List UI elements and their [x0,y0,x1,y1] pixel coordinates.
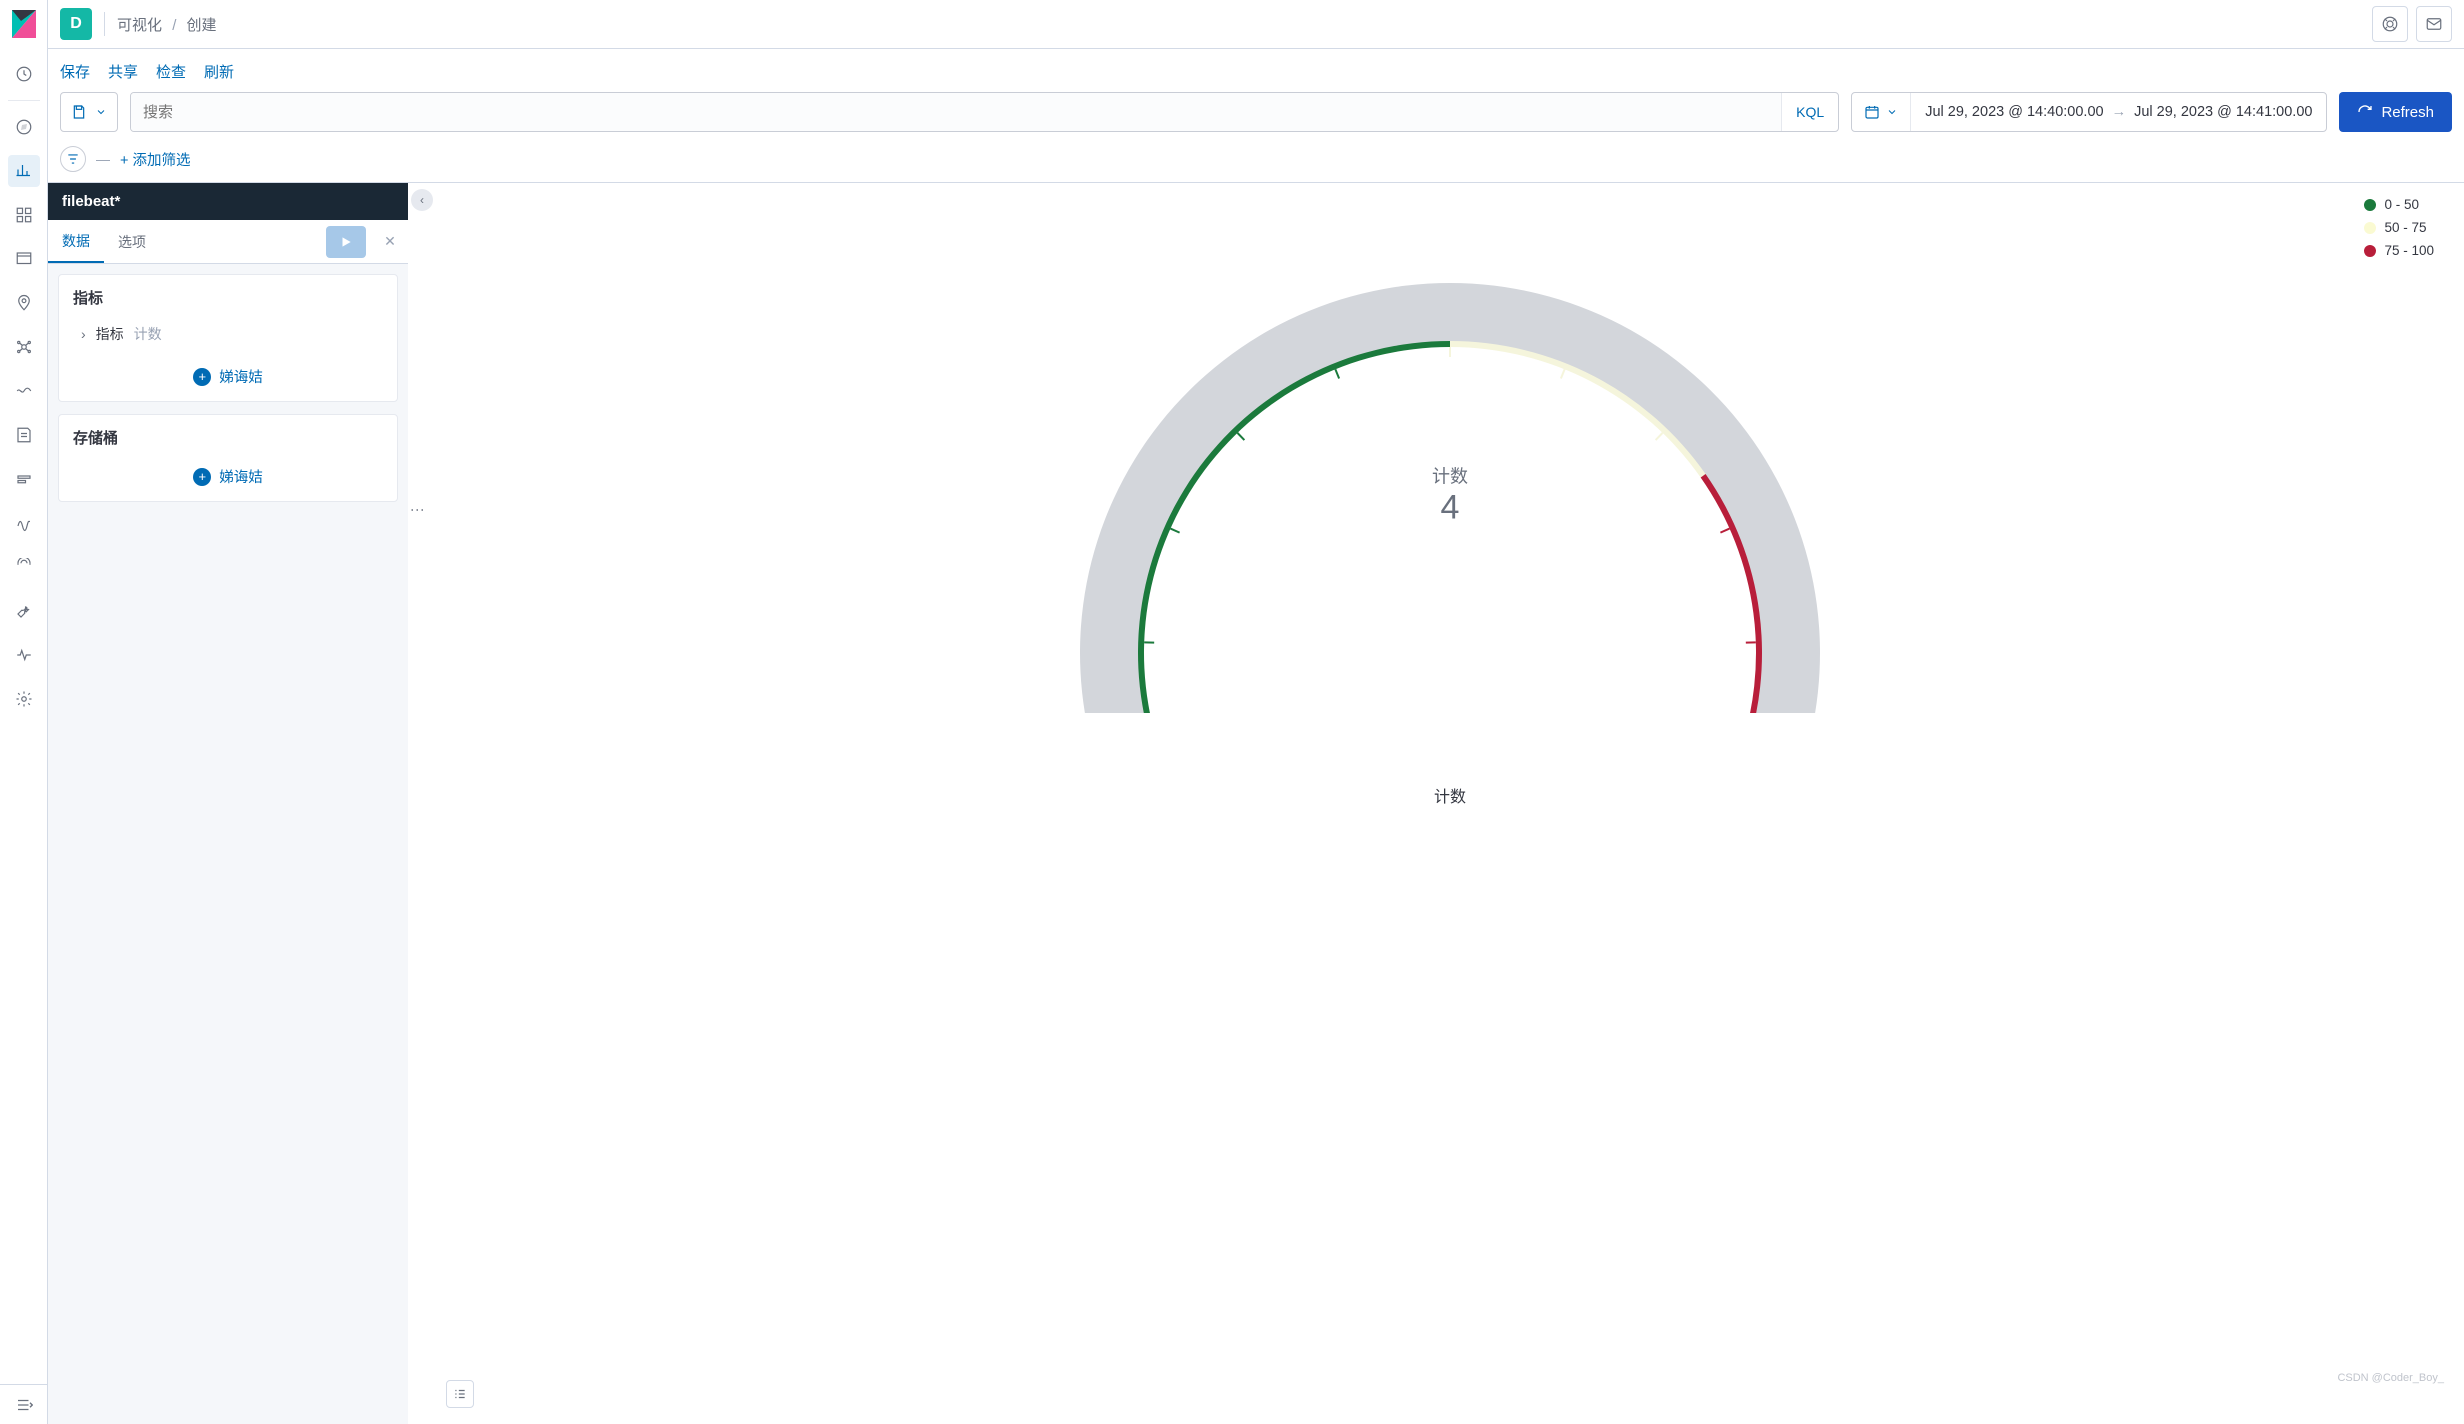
tab-data[interactable]: 数据 [48,220,104,263]
tab-options[interactable]: 选项 [104,220,160,263]
plus-circle-icon: + [193,368,211,386]
gauge-center-label: 计数 [1432,462,1468,488]
filter-options-icon[interactable] [60,146,86,172]
management-icon[interactable] [8,683,40,715]
date-range[interactable]: Jul 29, 2023 @ 14:40:00.00 → Jul 29, 202… [1911,93,2326,131]
metrics-icon[interactable] [8,375,40,407]
side-navigation [0,0,48,1424]
buckets-card: 存储桶 + 娣诲姞 [58,414,398,502]
date-from: Jul 29, 2023 @ 14:40:00.00 [1925,104,2103,120]
refresh-button[interactable]: Refresh [2339,92,2452,132]
panel-options-icon[interactable]: ⋮ [410,503,426,519]
dashboard-icon[interactable] [8,199,40,231]
ml-icon[interactable] [8,331,40,363]
legend-item[interactable]: 0 - 50 [2364,197,2434,212]
maps-icon[interactable] [8,287,40,319]
metrics-card: 指标 › 指标 计数 + 娣诲姞 [58,274,398,402]
apply-changes-button[interactable] [326,226,366,258]
space-badge[interactable]: D [60,8,92,40]
inspect-link[interactable]: 检查 [156,61,186,82]
newsfeed-icon[interactable] [2416,6,2452,42]
config-panel: filebeat* 数据 选项 ✕ 指标 › 指标 计数 [48,183,408,1424]
plus-circle-icon: + [193,468,211,486]
gauge-center-value: 4 [1432,488,1468,527]
uptime-icon[interactable] [8,507,40,539]
help-icon[interactable] [2372,6,2408,42]
metrics-title: 指标 [59,275,397,316]
visualization-area: ⋮ 计数 4 计数 0 - 5050 - 7575 - 100 CSDN @Co… [436,183,2464,1424]
watermark: CSDN @Coder_Boy_ [2337,1372,2444,1384]
recent-icon[interactable] [8,58,40,90]
add-filter-button[interactable]: + 添加筛选 [120,149,191,170]
visualize-icon[interactable] [8,155,40,187]
legend-item[interactable]: 75 - 100 [2364,243,2434,258]
search-input[interactable] [131,93,1781,131]
canvas-icon[interactable] [8,243,40,275]
saved-query-button[interactable] [60,92,118,132]
siem-icon[interactable] [8,551,40,583]
legend-toggle-icon[interactable] [446,1380,474,1408]
top-header: D 可视化 / 创建 [48,0,2464,49]
discard-changes-icon[interactable]: ✕ [372,224,408,260]
monitoring-icon[interactable] [8,639,40,671]
date-to: Jul 29, 2023 @ 14:41:00.00 [2134,104,2312,120]
index-pattern-title: filebeat* [48,183,408,220]
add-bucket-button[interactable]: + 娣诲姞 [59,456,397,501]
discover-icon[interactable] [8,111,40,143]
add-metric-button[interactable]: + 娣诲姞 [59,356,397,401]
refresh-cn-link[interactable]: 刷新 [204,61,234,82]
breadcrumb: 可视化 / 创建 [117,14,217,35]
legend: 0 - 50 50 - 75 75 - 100 [2364,197,2434,258]
kql-toggle[interactable]: KQL [1781,93,1838,131]
gauge-chart: 计数 4 [1060,193,1840,713]
logs-icon[interactable] [8,419,40,451]
devtools-icon[interactable] [8,595,40,627]
collapse-panel-icon[interactable]: ‹ [411,189,433,211]
toolbar: 保存 共享 检查 刷新 KQL [48,49,2464,183]
breadcrumb-create: 创建 [187,17,217,34]
buckets-title: 存储桶 [59,415,397,456]
legend-item[interactable]: 50 - 75 [2364,220,2434,235]
collapse-sidebar-icon[interactable] [0,1384,48,1424]
apm-icon[interactable] [8,463,40,495]
gauge-axis-label: 计数 [1434,783,1466,807]
metric-row[interactable]: › 指标 计数 [59,316,397,356]
date-picker-button[interactable] [1852,93,1911,131]
breadcrumb-visualize[interactable]: 可视化 [117,17,162,34]
chevron-right-icon: › [81,326,86,342]
share-link[interactable]: 共享 [108,61,138,82]
save-link[interactable]: 保存 [60,61,90,82]
kibana-logo-icon[interactable] [8,8,40,40]
